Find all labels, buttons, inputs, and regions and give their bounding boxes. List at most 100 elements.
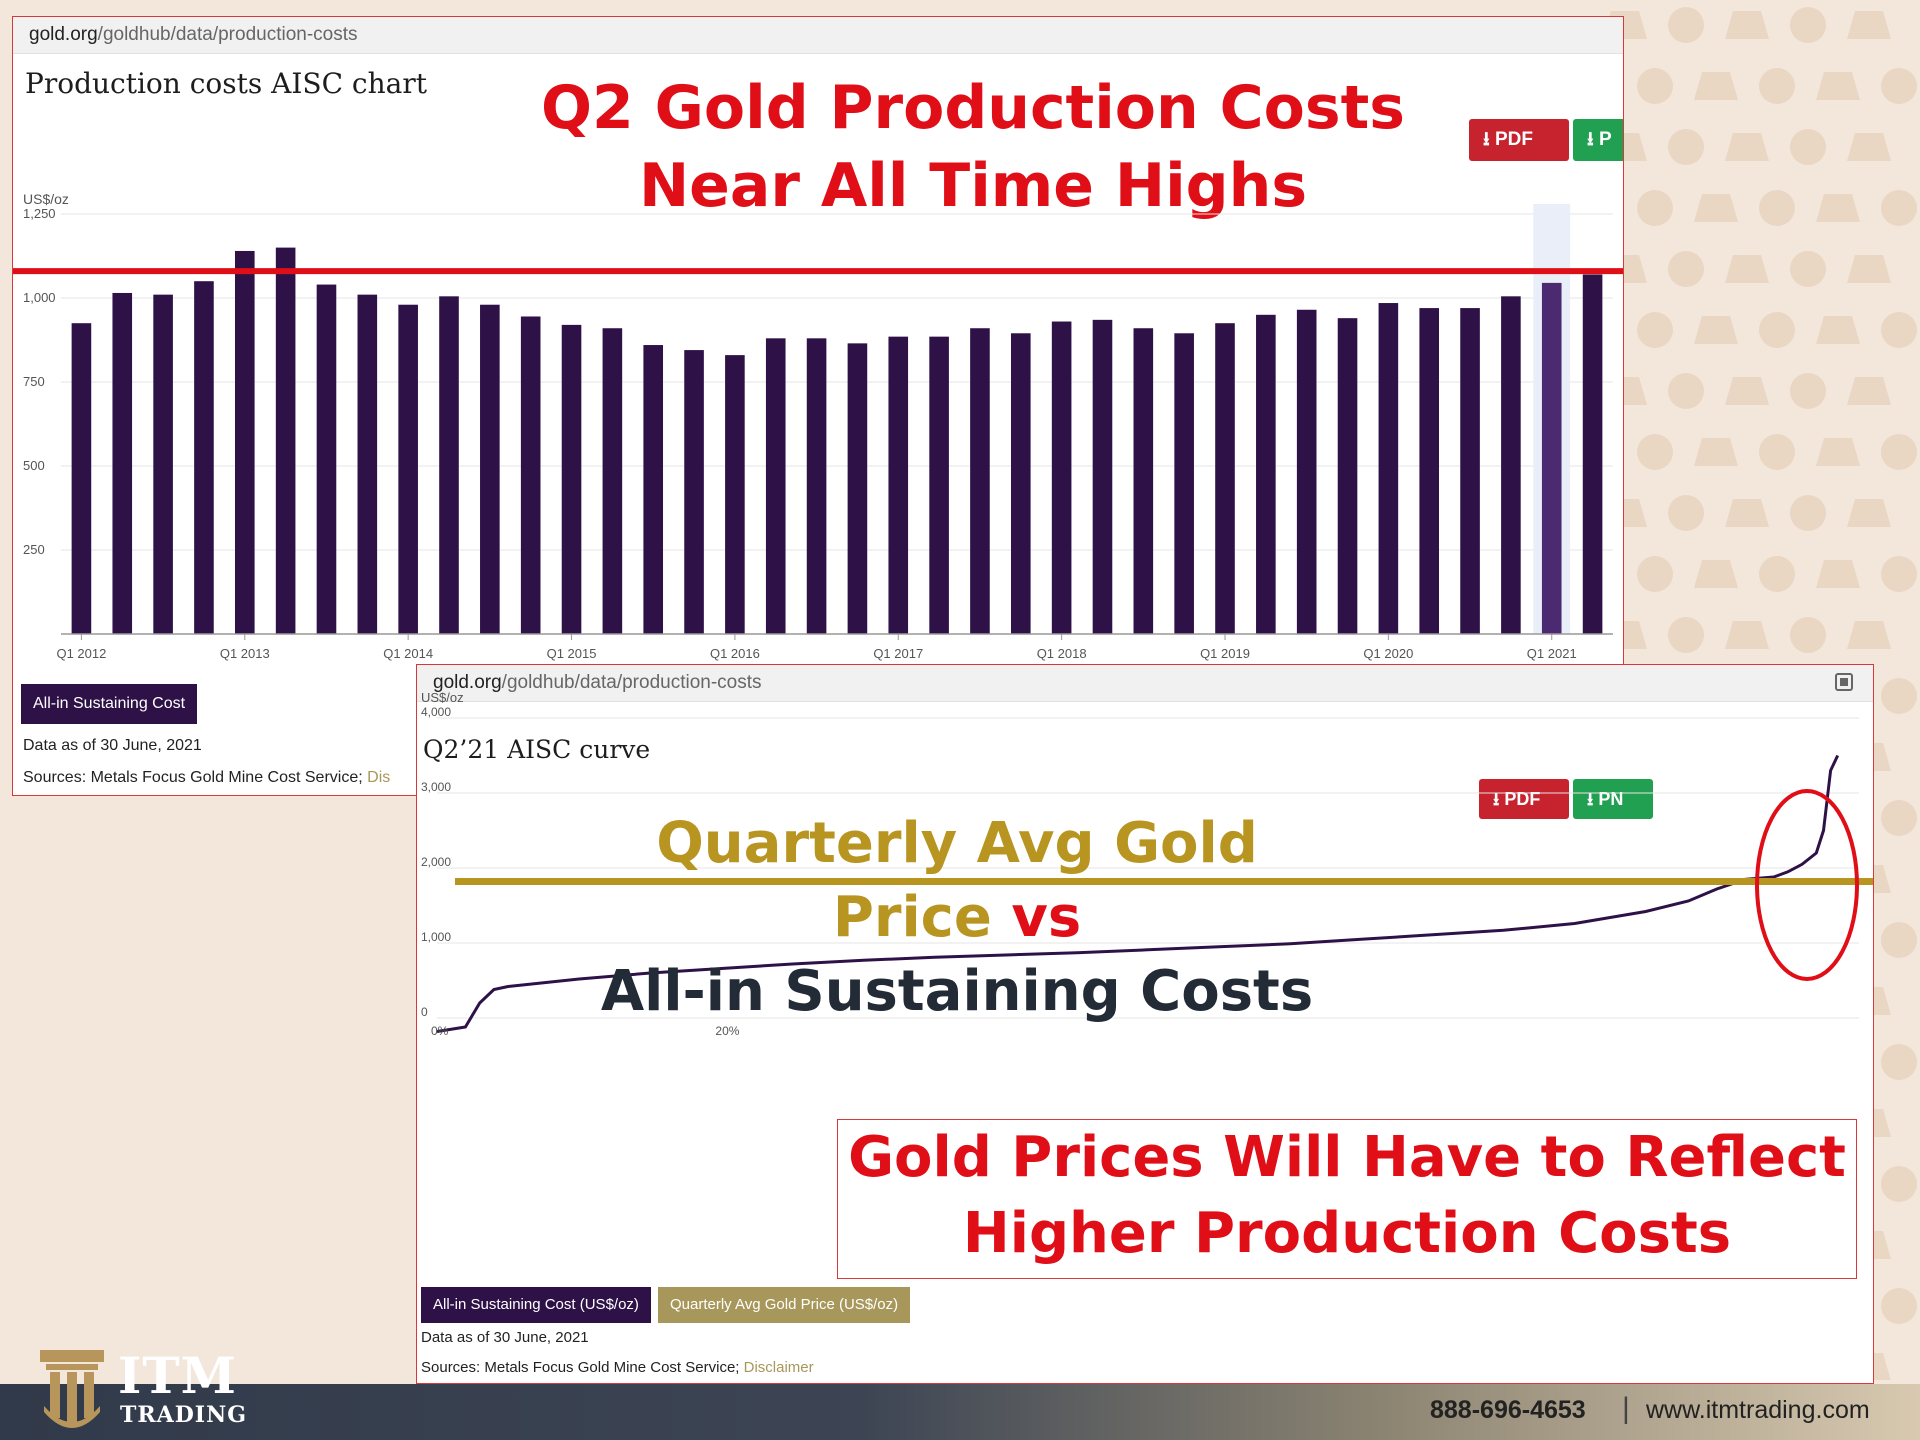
legend-item-aisc[interactable]: All-in Sustaining Cost (US$/oz) (421, 1287, 651, 1323)
bar (275, 247, 296, 634)
pattern-coin (1790, 373, 1826, 409)
pattern-coin (1759, 190, 1795, 226)
pattern-coin (1668, 251, 1704, 287)
y-tick-label: 3,000 (421, 780, 451, 794)
bar (1296, 309, 1317, 634)
png-label: PN (1598, 789, 1624, 809)
url-bar[interactable]: gold.org/goldhub/data/production-costs (13, 17, 1623, 54)
bar (194, 281, 214, 634)
phone-number[interactable]: 888-696-4653 (1430, 1396, 1586, 1424)
pattern-coin (1668, 495, 1704, 531)
x-tick-label: 20% (715, 1024, 739, 1038)
pattern-coin (1881, 556, 1917, 592)
footer-bar (0, 1384, 1920, 1440)
x-tick-label: Q1 2018 (1037, 646, 1087, 661)
disclaimer-link[interactable]: Dis (367, 769, 391, 786)
pattern-bar (1847, 499, 1891, 527)
pattern-bar (1816, 316, 1860, 344)
legend-item-gold-price[interactable]: Quarterly Avg Gold Price (US$/oz) (658, 1287, 911, 1323)
x-tick-label: Q1 2013 (220, 646, 270, 661)
bar (1419, 308, 1440, 634)
download-png-button[interactable]: ⭳ PN (1573, 779, 1653, 819)
pattern-coin (1881, 312, 1917, 348)
x-tick-label: Q1 2014 (383, 646, 433, 661)
pattern-coin (1790, 251, 1826, 287)
sources-text: Sources: Metals Focus Gold Mine Cost Ser… (23, 769, 363, 786)
pattern-bar (1725, 499, 1769, 527)
disclaimer-link[interactable]: Disclaimer (743, 1359, 814, 1376)
pattern-coin (1881, 922, 1917, 958)
pattern-coin (1881, 800, 1917, 836)
bar (1174, 333, 1194, 634)
chart-title: Q2’21 AISC curve (423, 735, 651, 764)
pattern-bar (1694, 560, 1738, 588)
itm-trading-logo: ITM TRADING (36, 1346, 266, 1436)
pattern-bar (1725, 377, 1769, 405)
y-axis-label: US$/oz (421, 690, 464, 705)
y-tick-label: 1,250 (23, 206, 56, 221)
download-png-button[interactable]: ⭳ P (1573, 119, 1623, 161)
download-pdf-button[interactable]: ⭳ PDF (1479, 779, 1569, 819)
x-tick-label: Q1 2017 (873, 646, 923, 661)
x-tick-label: Q1 2021 (1527, 646, 1577, 661)
pattern-coin (1759, 556, 1795, 592)
bar (234, 250, 255, 634)
download-icon: ⭳ (1483, 129, 1490, 150)
aisc-curve-panel: gold.org/goldhub/data/production-costs Q… (416, 664, 1874, 1384)
bar (1541, 282, 1562, 634)
bar (520, 316, 541, 634)
pattern-coin (1637, 190, 1673, 226)
pattern-coin (1881, 1166, 1917, 1202)
y-tick-label: 0 (421, 1005, 428, 1019)
pattern-coin (1668, 7, 1704, 43)
download-icon: ⭳ (1587, 129, 1594, 150)
bar (480, 304, 500, 634)
download-icon: ⭳ (1493, 789, 1500, 809)
url-path: /goldhub/data/production-costs (97, 24, 358, 45)
pattern-bar (1725, 133, 1769, 161)
aisc-bar-chart: US$/oz 250 500 750 1,000 1,250 Q1 2012 Q1 2013 Q… (13, 191, 1623, 661)
pattern-coin (1637, 312, 1673, 348)
bar (643, 345, 664, 634)
y-tick-label: 500 (23, 458, 45, 473)
x-tick-label: Q1 2016 (710, 646, 760, 661)
bar (71, 323, 92, 634)
pattern-coin (1790, 129, 1826, 165)
url-path: /goldhub/data/production-costs (501, 672, 762, 693)
pattern-bar (1694, 316, 1738, 344)
bar (112, 292, 133, 634)
url-bar[interactable]: gold.org/goldhub/data/production-costs (417, 665, 1873, 702)
bar (1051, 321, 1072, 634)
pattern-bar (1847, 621, 1891, 649)
website-link[interactable]: www.itmtrading.com (1646, 1396, 1870, 1424)
bar (1460, 308, 1480, 634)
bar (1133, 328, 1154, 634)
x-tick-label: 0% (431, 1024, 449, 1038)
pattern-coin (1881, 190, 1917, 226)
aisc-curve-chart: US$/oz 0 1,000 2,000 3,000 4,000 0% 20% (421, 690, 1873, 1038)
sources: Sources: Metals Focus Gold Mine Cost Ser… (421, 1359, 814, 1376)
curve-headline: Quarterly Avg Gold Price vs All-in Susta… (577, 807, 1337, 1029)
headline-gold-price: Quarterly Avg Gold Price (656, 811, 1258, 950)
pattern-coin (1668, 373, 1704, 409)
bar (316, 284, 337, 634)
pattern-coin (1637, 556, 1673, 592)
bar (1010, 333, 1031, 634)
legend-item-aisc[interactable]: All-in Sustaining Cost (21, 684, 198, 724)
headline: Q2 Gold Production Costs Near All Time H… (433, 69, 1513, 225)
bar (1337, 318, 1358, 634)
qr-icon[interactable] (1835, 673, 1853, 691)
pattern-bar (1725, 255, 1769, 283)
download-pdf-button[interactable]: ⭳ PDF (1469, 119, 1569, 161)
pattern-coin (1881, 678, 1917, 714)
bar (561, 324, 582, 634)
url-domain: gold.org (433, 672, 502, 693)
bar (1378, 303, 1399, 634)
bar (888, 336, 909, 634)
x-tick-label: Q1 2012 (56, 646, 106, 661)
bar (398, 304, 418, 634)
pattern-coin (1759, 68, 1795, 104)
headline-line-1: Q2 Gold Production Costs (541, 73, 1405, 143)
pattern-bar (1725, 621, 1769, 649)
bar (684, 350, 704, 634)
